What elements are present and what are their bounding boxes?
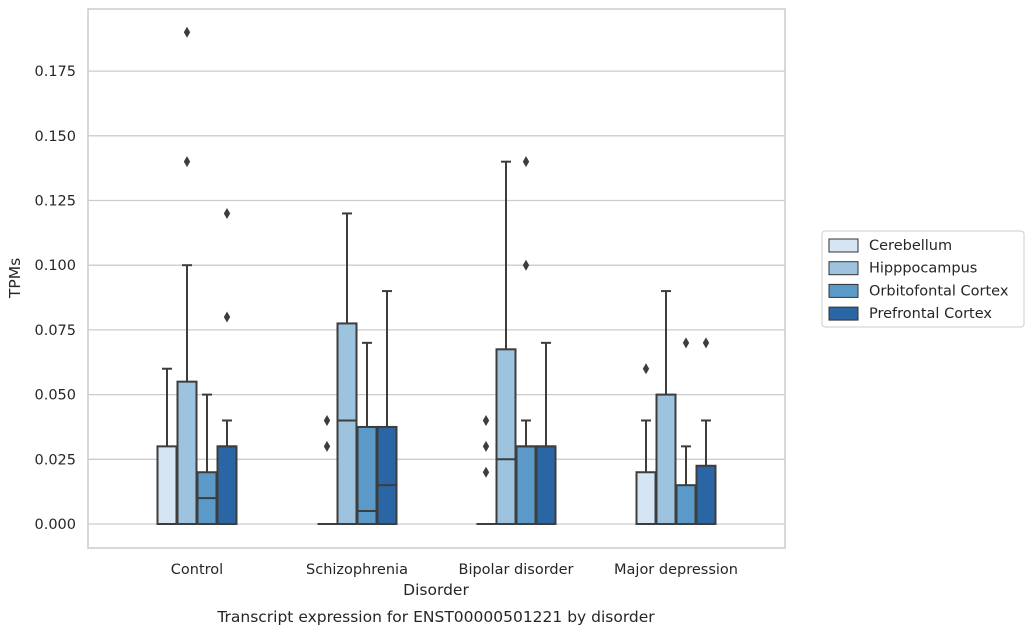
box <box>495 160 517 525</box>
box <box>216 207 238 525</box>
outlier-point <box>223 207 231 219</box>
legend-label: Orbitofontal Cortex <box>869 283 1009 299</box>
box-body <box>336 322 358 525</box>
box <box>376 290 398 526</box>
outlier-point <box>323 440 331 452</box>
box-body <box>695 464 717 525</box>
y-tick-label: 0.150 <box>34 129 76 145</box>
series-prefrontal-cortex <box>216 207 717 526</box>
legend-swatch <box>828 306 859 321</box>
box-body <box>675 484 697 525</box>
box-body <box>216 445 238 525</box>
legend-label: Cerebellum <box>869 238 952 254</box>
outlier-point <box>642 363 650 375</box>
box <box>176 26 198 525</box>
outlier-point <box>702 337 710 349</box>
outlier-point <box>522 259 530 271</box>
y-axis-ticks: 0.000 0.025 0.050 0.075 0.100 0.125 0.150 0.175 <box>34 64 76 533</box>
box-body <box>515 445 537 525</box>
box-body <box>635 471 657 525</box>
outlier-point <box>223 311 231 323</box>
box <box>635 363 657 525</box>
outlier-point <box>183 26 191 38</box>
outlier-point <box>482 414 490 426</box>
plot-frame <box>87 8 786 549</box>
legend-swatch <box>828 283 859 298</box>
series-orbitofontal-cortex <box>196 156 697 526</box>
box <box>535 341 557 525</box>
y-axis-title: TPMs <box>6 258 24 299</box>
x-axis-title: Disorder <box>403 581 469 599</box>
x-tick-label: Control <box>171 562 223 578</box>
outlier-point <box>323 414 331 426</box>
y-tick-label: 0.000 <box>34 517 76 533</box>
y-tick-label: 0.175 <box>34 64 76 80</box>
box-body <box>495 348 517 525</box>
box-body <box>376 425 398 526</box>
box <box>356 341 378 526</box>
box-groups <box>156 26 717 526</box>
y-tick-label: 0.125 <box>34 194 76 210</box>
outlier-point <box>183 156 191 168</box>
legend-swatch <box>828 238 859 253</box>
box <box>515 156 537 525</box>
box <box>695 337 717 525</box>
y-tick-label: 0.050 <box>34 388 76 404</box>
box-body <box>156 445 178 525</box>
x-axis-ticks: Control Schizophrenia Bipolar disorder Majo… <box>171 562 738 578</box>
y-tick-label: 0.100 <box>34 258 76 274</box>
outlier-point <box>482 440 490 452</box>
x-tick-label: Bipolar disorder <box>459 562 574 578</box>
box-body <box>535 445 557 525</box>
outlier-point <box>522 156 530 168</box>
y-tick-label: 0.025 <box>34 452 76 468</box>
box-body <box>655 393 677 525</box>
legend: Cerebellum Hipppocampus Orbitofontal Corte… <box>821 230 1025 328</box>
box <box>476 414 496 525</box>
box <box>156 367 178 525</box>
box-body <box>356 425 378 526</box>
series-hipppocampus <box>176 26 677 525</box>
legend-swatch <box>828 261 859 276</box>
chart-caption: Transcript expression for ENST0000050122… <box>216 608 655 626</box>
outlier-point <box>682 337 690 349</box>
box <box>675 337 697 525</box>
legend-frame <box>821 230 1025 328</box>
outlier-point <box>482 466 490 478</box>
x-tick-label: Major depression <box>614 562 738 578</box>
box-body <box>176 380 198 525</box>
box <box>336 212 358 525</box>
x-tick-label: Schizophrenia <box>306 562 408 578</box>
box <box>317 414 337 525</box>
box <box>655 290 677 525</box>
y-tick-label: 0.075 <box>34 323 76 339</box>
legend-label: Prefrontal Cortex <box>869 306 992 322</box>
legend-label: Hipppocampus <box>869 261 977 277</box>
